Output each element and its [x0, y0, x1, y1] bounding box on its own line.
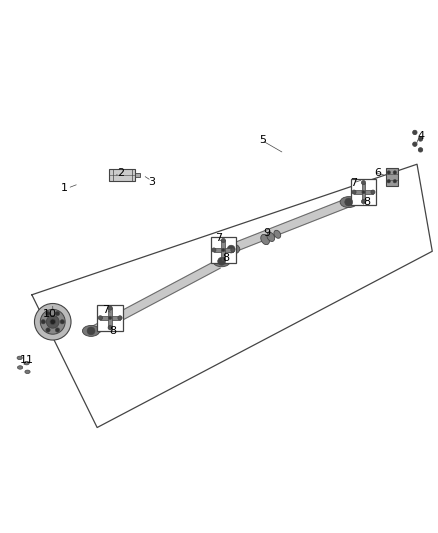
Circle shape: [361, 199, 366, 204]
Circle shape: [55, 328, 60, 332]
Ellipse shape: [17, 356, 22, 360]
Circle shape: [413, 142, 417, 147]
Text: 1: 1: [61, 183, 68, 193]
Text: 8: 8: [222, 253, 229, 263]
Circle shape: [371, 190, 375, 194]
Ellipse shape: [24, 361, 29, 365]
Text: 2: 2: [117, 168, 125, 178]
Circle shape: [387, 180, 391, 183]
Ellipse shape: [213, 256, 230, 266]
Polygon shape: [92, 261, 220, 334]
Polygon shape: [228, 197, 353, 253]
Circle shape: [55, 311, 60, 316]
Circle shape: [221, 238, 226, 243]
Circle shape: [108, 306, 112, 310]
Text: 5: 5: [259, 135, 266, 146]
Text: 3: 3: [148, 176, 155, 187]
Text: 8: 8: [109, 326, 116, 336]
Text: 9: 9: [263, 228, 270, 238]
Circle shape: [218, 257, 226, 265]
Circle shape: [46, 311, 50, 316]
Text: 8: 8: [364, 197, 371, 207]
Bar: [222, 240, 225, 260]
Circle shape: [46, 316, 59, 328]
Ellipse shape: [340, 197, 357, 207]
Bar: [386, 168, 398, 185]
Circle shape: [387, 171, 391, 174]
Ellipse shape: [25, 370, 30, 374]
Text: 4: 4: [418, 131, 425, 141]
Circle shape: [87, 327, 95, 335]
Circle shape: [393, 171, 396, 174]
Circle shape: [418, 148, 423, 152]
Circle shape: [118, 316, 122, 320]
Text: 10: 10: [43, 309, 57, 319]
Bar: [214, 248, 233, 252]
Circle shape: [345, 198, 353, 206]
Text: 7: 7: [102, 305, 110, 315]
Bar: [211, 237, 236, 263]
Ellipse shape: [267, 232, 275, 241]
Circle shape: [109, 316, 112, 319]
Text: 7: 7: [215, 233, 223, 243]
Bar: [97, 305, 123, 331]
Circle shape: [108, 326, 112, 330]
Circle shape: [222, 248, 225, 252]
Circle shape: [60, 320, 64, 324]
Circle shape: [231, 248, 235, 252]
Circle shape: [40, 309, 65, 334]
Bar: [351, 180, 376, 205]
Text: 11: 11: [20, 355, 34, 365]
Text: 6: 6: [374, 168, 381, 178]
Ellipse shape: [82, 326, 100, 336]
Ellipse shape: [274, 230, 281, 238]
Circle shape: [221, 257, 226, 262]
Circle shape: [362, 190, 365, 193]
Circle shape: [46, 328, 50, 332]
Circle shape: [41, 320, 46, 324]
Circle shape: [361, 181, 366, 184]
Bar: [108, 308, 112, 328]
Ellipse shape: [261, 235, 269, 245]
Circle shape: [413, 130, 417, 135]
Circle shape: [352, 190, 356, 194]
Circle shape: [393, 180, 396, 183]
Bar: [110, 169, 135, 181]
Bar: [100, 316, 120, 320]
Bar: [135, 173, 140, 177]
Circle shape: [50, 319, 56, 325]
Circle shape: [227, 245, 235, 253]
Circle shape: [35, 303, 71, 340]
Text: 7: 7: [350, 177, 357, 188]
Circle shape: [98, 316, 102, 320]
Bar: [362, 183, 365, 201]
Ellipse shape: [18, 366, 23, 369]
Circle shape: [212, 248, 216, 252]
Bar: [354, 190, 373, 194]
Circle shape: [418, 137, 423, 141]
Ellipse shape: [223, 244, 240, 255]
